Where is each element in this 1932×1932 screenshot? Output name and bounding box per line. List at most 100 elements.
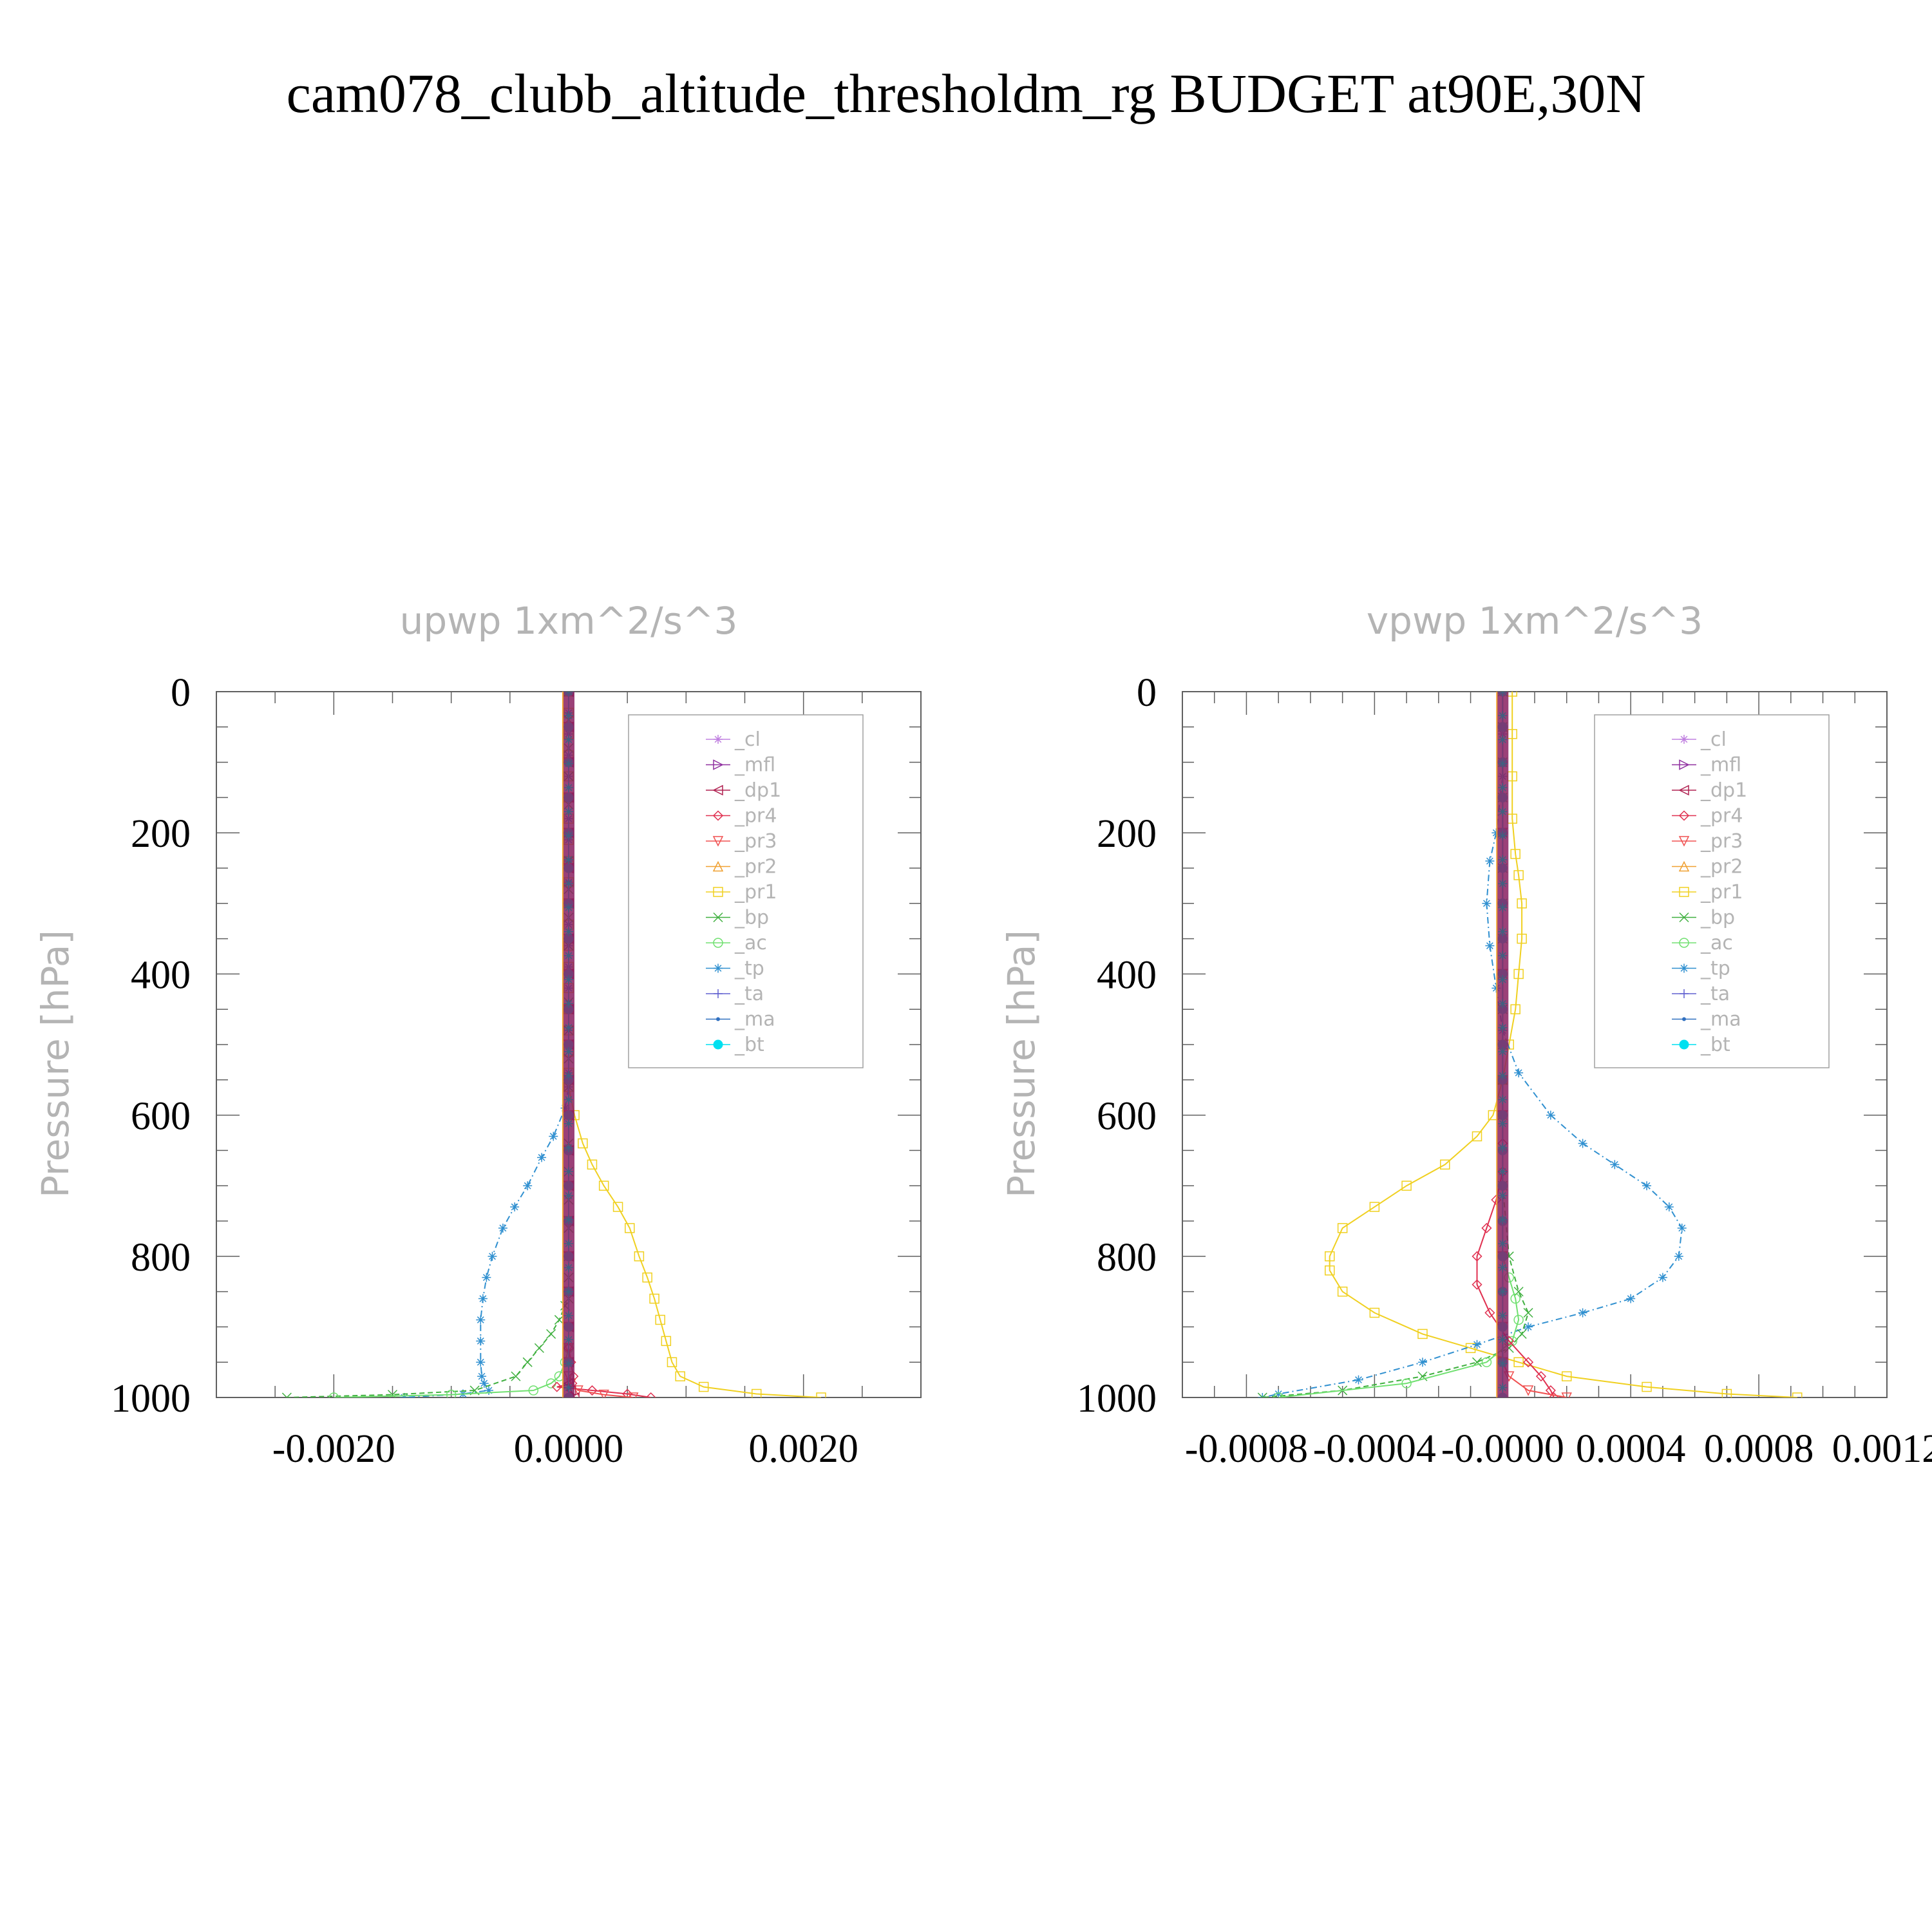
zero-line-marker xyxy=(564,692,573,696)
zero-line-marker xyxy=(564,1119,573,1128)
data-point xyxy=(1510,1293,1520,1304)
data-point xyxy=(523,1181,533,1191)
data-point xyxy=(537,1153,547,1162)
data-point xyxy=(1721,1388,1732,1397)
data-point xyxy=(522,1357,533,1367)
data-point xyxy=(528,1385,539,1396)
x-tick-label: 0.0000 xyxy=(514,1427,624,1471)
legend-label: _ma xyxy=(734,1009,775,1031)
zero-line-marker xyxy=(564,903,573,913)
legend-label: _bt xyxy=(734,1034,764,1056)
legend-label: _cl xyxy=(734,728,761,751)
zero-line-marker xyxy=(1498,975,1508,985)
legend-marker xyxy=(712,860,724,872)
data-point xyxy=(661,1336,672,1347)
data-point xyxy=(1610,1160,1620,1170)
legend-label: _bt xyxy=(1700,1034,1730,1056)
data-point xyxy=(1484,1307,1495,1318)
data-point xyxy=(551,1381,562,1392)
legend-marker xyxy=(1679,1039,1689,1050)
zero-line-marker xyxy=(1498,1287,1508,1296)
x-tick-label: -0.0008 xyxy=(1185,1427,1308,1471)
x-tick-label: 0.0020 xyxy=(748,1427,858,1471)
legend-label: _pr1 xyxy=(734,881,777,904)
data-point xyxy=(1369,1202,1380,1212)
zero-line-marker xyxy=(1498,1071,1508,1081)
series-line xyxy=(568,692,634,1397)
series-line xyxy=(334,692,569,1397)
data-point xyxy=(1578,1308,1587,1318)
legend-marker xyxy=(714,963,723,973)
data-point xyxy=(1481,1222,1492,1234)
legend-marker xyxy=(713,887,723,897)
series-bp xyxy=(1257,692,1533,1397)
y-tick-label: 200 xyxy=(131,812,191,856)
legend-label: _bp xyxy=(1700,907,1735,929)
legend-marker xyxy=(1678,784,1689,796)
data-point xyxy=(1513,969,1524,980)
data-point xyxy=(328,1392,339,1397)
data-point xyxy=(387,1390,398,1397)
data-point xyxy=(645,1392,656,1397)
legend-label: _ac xyxy=(734,932,767,954)
data-point xyxy=(655,1314,665,1325)
data-point xyxy=(634,1251,645,1262)
data-point xyxy=(546,1329,556,1339)
zero-line-marker xyxy=(564,1071,573,1081)
legend-label: _ta xyxy=(1700,983,1730,1005)
data-point xyxy=(1535,1371,1547,1382)
data-point xyxy=(446,1389,457,1397)
zero-line-marker xyxy=(1498,692,1508,696)
zero-line-bundle xyxy=(1497,692,1509,1397)
y-tick-label: 1000 xyxy=(1077,1377,1157,1421)
zero-line-marker xyxy=(564,999,573,1009)
legend-marker xyxy=(713,1039,723,1050)
series-line xyxy=(1278,692,1520,1397)
legend-label: _pr2 xyxy=(1700,856,1743,878)
data-point xyxy=(598,1389,609,1397)
data-point xyxy=(569,1392,580,1397)
y-tick-label: 0 xyxy=(1137,671,1157,715)
data-point xyxy=(1472,1279,1482,1290)
data-point xyxy=(625,1223,635,1233)
zero-line-marker xyxy=(1498,1143,1508,1153)
data-point xyxy=(1523,1307,1533,1318)
data-point xyxy=(1642,1381,1652,1392)
y-tick-label: 1000 xyxy=(111,1377,191,1421)
data-point xyxy=(622,1388,633,1397)
zero-line-marker xyxy=(564,951,573,960)
series-pr3 xyxy=(563,692,639,1397)
page-title: cam078_clubb_altitude_thresholdm_rg BUDG… xyxy=(286,62,1646,124)
series-line xyxy=(1262,692,1683,1397)
legend-marker xyxy=(1680,963,1689,973)
plot-area xyxy=(1257,692,1803,1397)
x-tick-label: -0.0004 xyxy=(1313,1427,1436,1471)
zero-line-marker xyxy=(1498,1191,1508,1200)
zero-line-marker xyxy=(1498,1119,1508,1128)
legend-label: _ta xyxy=(734,983,764,1005)
zero-line-marker xyxy=(564,1023,573,1032)
data-point xyxy=(1513,1314,1524,1325)
legend-marker xyxy=(1678,836,1690,847)
data-point xyxy=(1472,1251,1482,1262)
chart-title: vpwp 1xm^2/s^3 xyxy=(1367,599,1703,643)
legend-label: _ma xyxy=(1700,1009,1741,1031)
zero-line-marker xyxy=(1498,1215,1508,1224)
zero-line-marker xyxy=(1498,1359,1508,1368)
zero-line-marker xyxy=(1498,711,1508,721)
legend: _cl _mfl_dp1 _pr4_pr3 _pr2 _pr1 _bp _ac _tp _ta _… xyxy=(628,714,864,1068)
legend-label: _ac xyxy=(1700,932,1733,954)
chart-panel-vpwp: vpwp 1xm^2/s^3 Pressure [hPa] 0 200 400 600 80… xyxy=(999,599,1932,1471)
data-point xyxy=(816,1392,826,1397)
data-point xyxy=(1513,1287,1524,1297)
data-point xyxy=(642,1272,652,1283)
data-point xyxy=(1273,1392,1283,1397)
series-pr1 xyxy=(1324,692,1803,1397)
data-point xyxy=(649,1293,659,1304)
data-point xyxy=(1674,1251,1683,1261)
zero-line-marker xyxy=(564,735,573,744)
legend-label: _cl xyxy=(1700,728,1727,751)
legend-marker xyxy=(1678,860,1690,872)
data-point xyxy=(1440,1159,1450,1170)
data-point xyxy=(612,1202,623,1212)
